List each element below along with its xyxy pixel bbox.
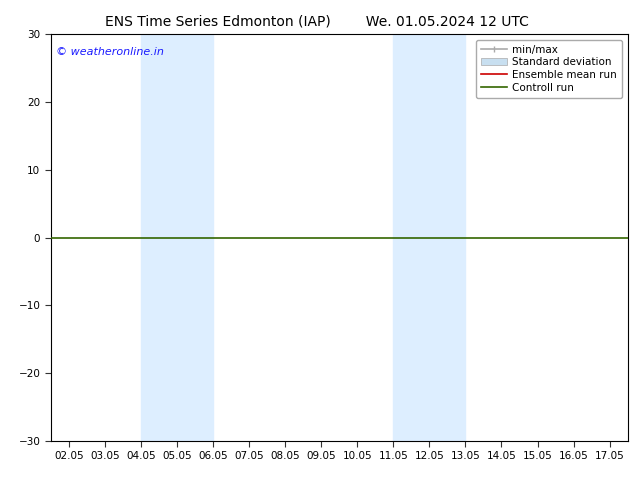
Legend: min/max, Standard deviation, Ensemble mean run, Controll run: min/max, Standard deviation, Ensemble me…: [476, 40, 623, 98]
Bar: [141, 34, 213, 441]
Bar: [393, 34, 465, 441]
Text: ENS Time Series Edmonton (IAP)        We. 01.05.2024 12 UTC: ENS Time Series Edmonton (IAP) We. 01.05…: [105, 15, 529, 29]
Text: © weatheronline.in: © weatheronline.in: [56, 47, 164, 56]
